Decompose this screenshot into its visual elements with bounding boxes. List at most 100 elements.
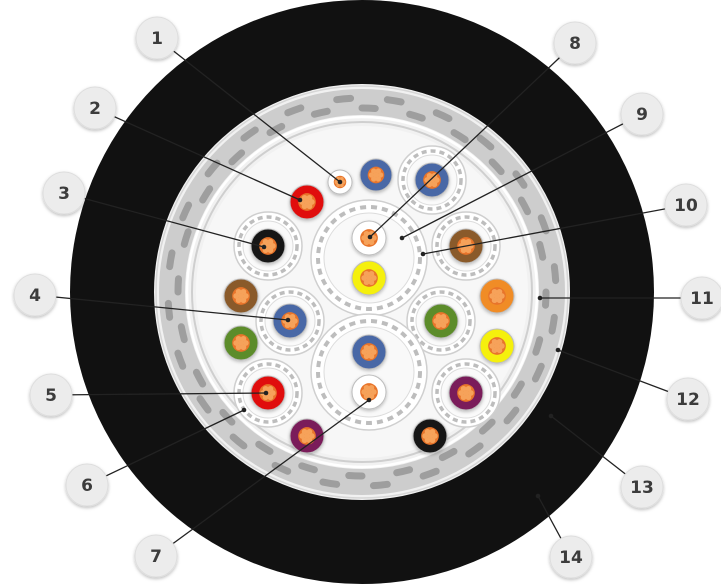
callout-bubble	[13, 273, 57, 317]
copper-strand	[361, 235, 367, 241]
copper-strand	[301, 194, 308, 201]
copper-strand	[368, 239, 375, 246]
copper-strand	[363, 270, 370, 277]
overall-shield-inner-line-2	[191, 121, 533, 463]
copper-strand	[427, 433, 433, 439]
callout-number: 11	[690, 289, 714, 309]
leader-dot-12	[555, 347, 561, 353]
leader-line-7	[155, 399, 370, 557]
single-core	[289, 418, 325, 454]
copper-strand	[304, 199, 310, 205]
pair-core	[351, 374, 387, 410]
leader-dot-13	[548, 413, 554, 419]
copper-strand	[267, 394, 274, 401]
leader-dot-1	[337, 179, 343, 185]
copper-strand	[309, 199, 315, 205]
braid-segment	[266, 122, 286, 137]
screened-core	[250, 228, 286, 264]
copper-strand	[301, 428, 308, 435]
copper-strand	[460, 385, 467, 392]
copper-strand	[429, 177, 435, 183]
lower-screened-pair	[310, 313, 428, 431]
leader-dot-7	[366, 397, 372, 403]
leader-line-10	[422, 204, 687, 255]
copper-strand	[262, 238, 269, 245]
single-core	[412, 418, 448, 454]
callout-1: 1	[135, 16, 179, 60]
copper-strand	[371, 235, 377, 241]
braid-segment	[419, 467, 440, 480]
braid-segment	[271, 461, 292, 475]
copper-strand	[361, 389, 367, 395]
callout-bubble	[65, 463, 109, 507]
single-core	[479, 278, 515, 314]
callout-4: 4	[13, 273, 57, 317]
copper-strand	[491, 347, 498, 354]
pair-screen	[410, 290, 472, 352]
copper-strand	[238, 293, 244, 299]
copper-strand	[267, 385, 274, 392]
copper-strand	[243, 340, 249, 346]
pair-core	[351, 334, 387, 370]
copper-strand	[429, 428, 436, 435]
copper-strand	[363, 384, 370, 391]
braid-segment	[503, 406, 520, 425]
leader-line-8	[369, 42, 576, 238]
copper-strand	[440, 313, 447, 320]
copper-strand	[468, 390, 474, 396]
braid-segment	[393, 466, 414, 477]
upper-screened-pair	[310, 199, 428, 317]
braid-segment	[298, 462, 318, 474]
pair-screen	[316, 319, 422, 425]
copper-strand	[306, 203, 313, 210]
screened-core	[448, 375, 484, 411]
leader-line-12	[557, 349, 689, 400]
copper-strand	[284, 322, 291, 329]
braid-segment	[465, 442, 484, 458]
pair-screen	[259, 290, 321, 352]
pair-screen	[435, 362, 497, 424]
leader-dot-6	[241, 407, 247, 413]
copper-strand	[240, 335, 247, 342]
screened-core-group	[397, 145, 467, 215]
copper-strand	[262, 394, 269, 401]
callout-number: 13	[630, 478, 654, 498]
braid-segment	[240, 126, 259, 142]
pair-screen	[316, 205, 422, 311]
copper-strand	[371, 176, 377, 182]
screened-core-group	[431, 358, 501, 428]
copper-strand	[366, 349, 372, 355]
pair-screen	[401, 149, 463, 211]
leader-dot-11	[537, 295, 543, 301]
callout-number: 14	[559, 548, 583, 568]
copper-strand	[363, 353, 370, 360]
copper-strand	[368, 353, 375, 360]
copper-strand	[363, 393, 370, 400]
copper-strand	[334, 180, 339, 184]
copper-strand	[489, 343, 495, 349]
callout-bubble	[549, 535, 593, 579]
callout-5: 5	[29, 373, 73, 417]
copper-strand	[363, 230, 370, 237]
pair-screen	[237, 215, 299, 277]
braid-segment	[532, 336, 544, 356]
braid-segment	[510, 380, 525, 399]
callout-bubble	[680, 276, 721, 320]
callout-number: 9	[636, 105, 648, 125]
leader-dot-9	[399, 235, 405, 241]
braid-segment	[179, 201, 193, 222]
overall-shield-inner-line	[185, 115, 539, 469]
leader-dot-10	[420, 251, 426, 257]
overall-shield-band	[159, 89, 565, 495]
copper-strand	[465, 385, 472, 392]
braid-segment	[166, 249, 176, 271]
leader-dot-2	[297, 197, 303, 203]
copper-strand	[306, 437, 313, 444]
copper-strand	[304, 433, 310, 439]
callout-8: 8	[553, 21, 597, 65]
leader-line-9	[401, 113, 643, 239]
copper-strand	[460, 247, 467, 254]
copper-strand	[496, 347, 503, 354]
copper-strand	[491, 297, 498, 304]
callout-number: 2	[89, 99, 101, 119]
